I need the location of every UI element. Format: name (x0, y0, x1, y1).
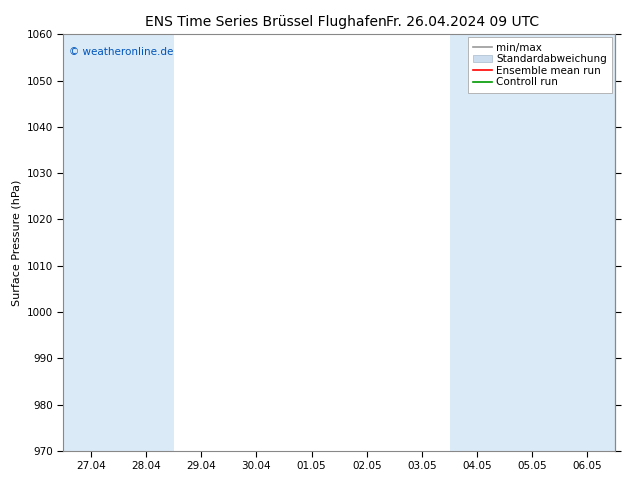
Y-axis label: Surface Pressure (hPa): Surface Pressure (hPa) (11, 179, 21, 306)
Bar (560, 34, 615, 451)
Text: © weatheronline.de: © weatheronline.de (69, 47, 173, 57)
Text: Fr. 26.04.2024 09 UTC: Fr. 26.04.2024 09 UTC (386, 15, 540, 29)
Legend: min/max, Standardabweichung, Ensemble mean run, Controll run: min/max, Standardabweichung, Ensemble me… (468, 37, 612, 93)
Text: ENS Time Series Brüssel Flughafen: ENS Time Series Brüssel Flughafen (145, 15, 387, 29)
Bar (450, 34, 560, 451)
Bar (63, 34, 174, 451)
